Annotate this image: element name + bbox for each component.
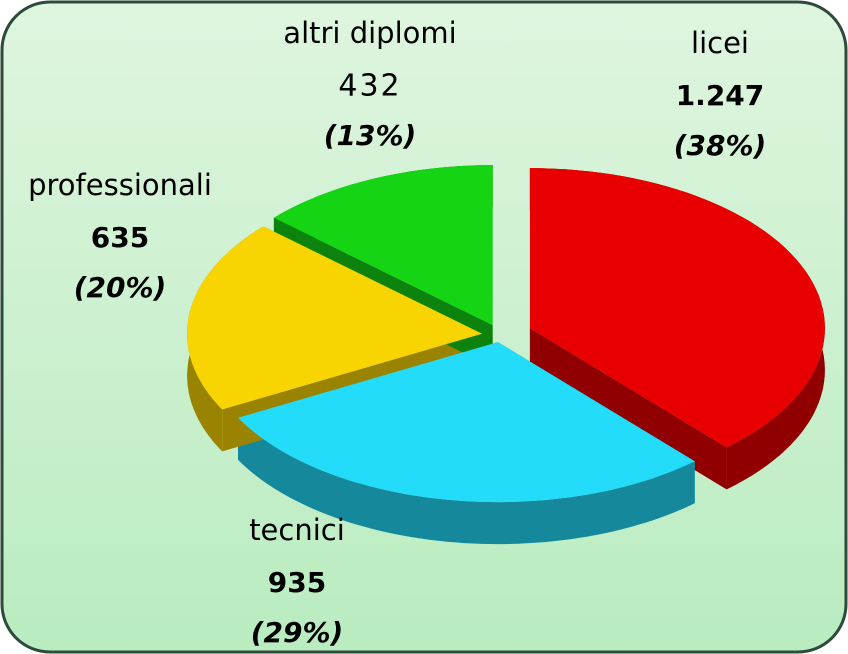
category-label: licei bbox=[691, 26, 749, 60]
percent-label: (29%) bbox=[251, 616, 344, 649]
slice-shade bbox=[529, 328, 727, 490]
slice bbox=[238, 342, 695, 503]
value-label: 635 bbox=[91, 221, 149, 254]
slice bbox=[529, 168, 825, 448]
labels: licei 1.247 (38%) tecnici 935 (29%) profession… bbox=[28, 16, 766, 649]
category-label: altri diplomi bbox=[283, 16, 456, 50]
category-label: tecnici bbox=[249, 513, 345, 547]
slice bbox=[187, 226, 483, 410]
value-label: 432 bbox=[338, 69, 401, 104]
percent-label: (20%) bbox=[74, 271, 167, 304]
slice bbox=[273, 165, 493, 326]
value-label: 935 bbox=[268, 566, 326, 599]
slice-shade bbox=[238, 417, 695, 545]
category-label: professionali bbox=[28, 168, 212, 202]
pie bbox=[187, 165, 825, 545]
value-label: 1.247 bbox=[676, 79, 765, 112]
slice-side bbox=[238, 417, 695, 545]
percent-label: (38%) bbox=[674, 129, 767, 162]
percent-label: (13%) bbox=[324, 119, 417, 152]
slice-side bbox=[529, 328, 727, 490]
